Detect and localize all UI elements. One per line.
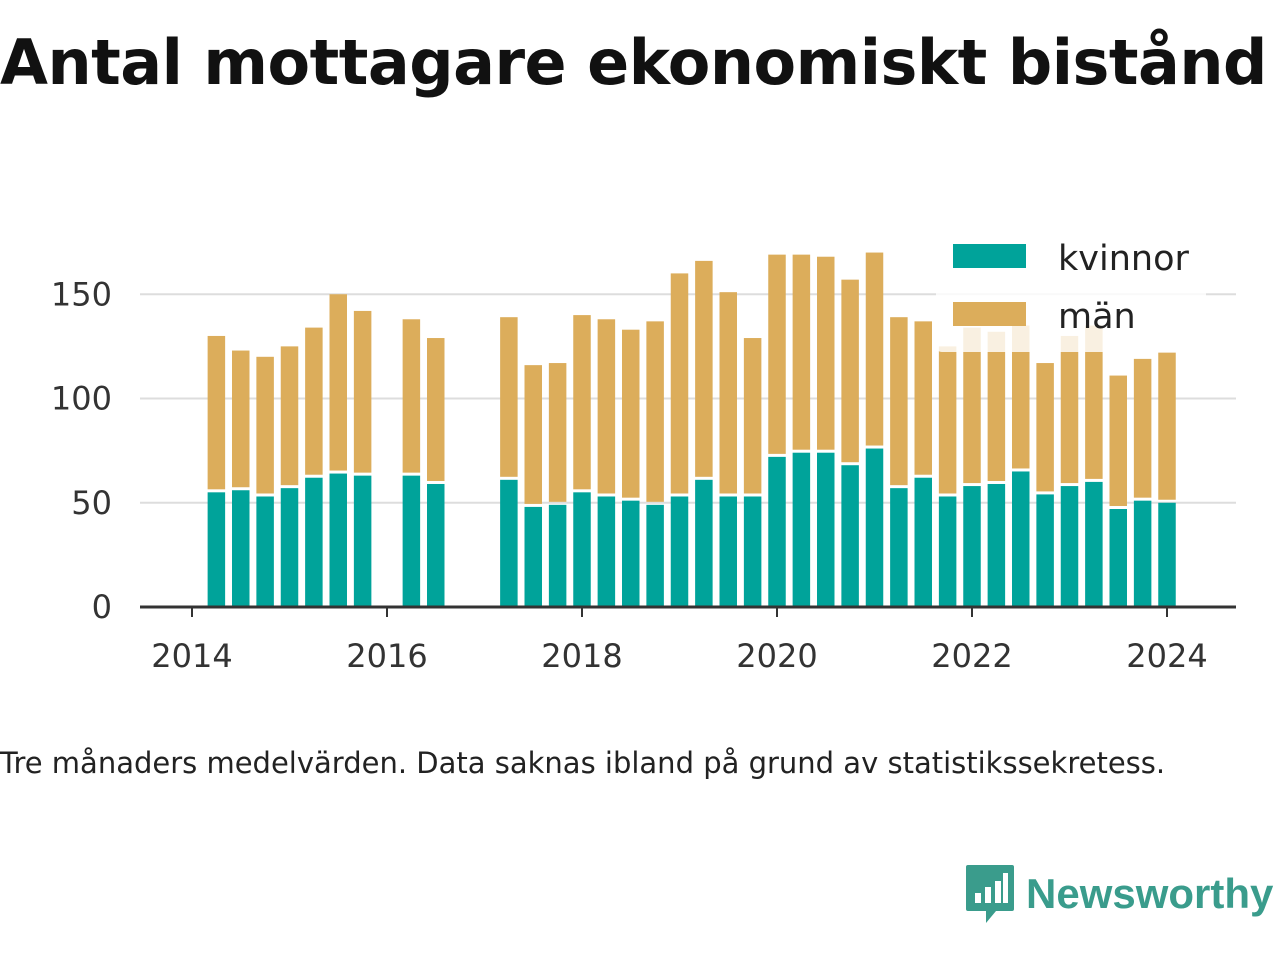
bar-kvinnor	[1109, 509, 1127, 607]
bars	[207, 252, 1176, 607]
bar-kvinnor	[817, 452, 835, 607]
bar-man	[1158, 352, 1176, 500]
bar-kvinnor	[353, 475, 372, 607]
bar-man	[890, 317, 908, 486]
bar-man	[1109, 375, 1127, 507]
bar-kvinnor	[743, 496, 762, 607]
bar-kvinnor	[1158, 502, 1176, 607]
bar-kvinnor	[938, 496, 957, 607]
bar-man	[597, 319, 616, 494]
bar-kvinnor	[500, 479, 518, 607]
bar-kvinnor	[548, 504, 567, 607]
bar-man	[1036, 363, 1054, 492]
bar-kvinnor	[524, 506, 542, 607]
legend: kvinnor män	[936, 228, 1206, 352]
bar-man	[743, 338, 762, 494]
bar-kvinnor	[792, 452, 811, 607]
bar-man	[963, 327, 981, 484]
bar-man	[1133, 358, 1152, 498]
bar-kvinnor	[865, 448, 884, 607]
bar-kvinnor	[670, 496, 689, 607]
bar-kvinnor	[573, 492, 591, 607]
axes: 0 50 100 150 2014 2016 2018 2020 2022 2024	[51, 275, 1236, 675]
legend-label: män	[1058, 297, 1136, 337]
bar-kvinnor	[890, 488, 908, 607]
bar-man	[353, 310, 372, 473]
bar-man	[548, 363, 567, 502]
bar-kvinnor	[1085, 481, 1103, 607]
bar-kvinnor	[305, 477, 323, 607]
bar-man	[232, 350, 250, 488]
bar-man	[938, 346, 957, 494]
y-tick-label: 150	[51, 275, 112, 313]
stacked-bar-chart: 0 50 100 150 2014 2016 2018 2020 2022 2024 kvinno…	[50, 228, 1236, 675]
bar-man	[207, 335, 226, 490]
chart-title: Antal mottagare ekonomiskt bistånd	[0, 26, 1267, 99]
y-tick-label: 100	[51, 380, 112, 418]
bar-man	[305, 327, 323, 475]
bar-man	[817, 256, 835, 450]
newsworthy-logo-icon	[966, 865, 1014, 923]
bar-kvinnor	[280, 488, 299, 607]
x-tick-label: 2020	[736, 637, 817, 675]
x-tick-label: 2014	[151, 637, 232, 675]
bar-man	[524, 365, 542, 504]
bar-man	[646, 321, 664, 502]
y-tick-label: 50	[71, 484, 112, 522]
bar-man	[329, 294, 347, 471]
bar-kvinnor	[597, 496, 616, 607]
bar-kvinnor	[695, 479, 713, 607]
bar-kvinnor	[207, 492, 226, 607]
bar-kvinnor	[987, 483, 1006, 607]
bar-kvinnor	[1036, 494, 1054, 607]
bar-kvinnor	[232, 490, 250, 607]
bar-man	[792, 254, 811, 450]
bar-kvinnor	[1133, 500, 1152, 607]
legend-label: kvinnor	[1058, 239, 1189, 279]
y-tick-label: 0	[92, 588, 112, 626]
x-tick-label: 2018	[541, 637, 622, 675]
bar-man	[719, 292, 737, 494]
bar-man	[865, 252, 884, 446]
bar-man	[768, 254, 786, 454]
bar-man	[1060, 335, 1079, 484]
x-tick-label: 2022	[931, 637, 1012, 675]
bar-kvinnor	[841, 465, 859, 607]
x-tick-label: 2016	[346, 637, 427, 675]
bar-man	[256, 356, 274, 494]
bar-man	[987, 331, 1006, 481]
bar-kvinnor	[719, 496, 737, 607]
bar-kvinnor	[256, 496, 274, 607]
bar-man	[500, 317, 518, 477]
bar-man	[1012, 325, 1030, 469]
bar-man	[670, 273, 689, 494]
legend-swatch	[953, 244, 1026, 268]
bar-man	[280, 346, 299, 486]
brand-logo: Newsworthy	[964, 862, 1273, 926]
bar-man	[402, 319, 421, 473]
bar-man	[841, 279, 859, 463]
bar-kvinnor	[646, 504, 664, 607]
legend-swatch	[953, 302, 1026, 326]
bar-man	[914, 321, 932, 475]
bar-kvinnor	[402, 475, 421, 607]
bar-kvinnor	[1060, 486, 1079, 607]
bar-kvinnor	[914, 477, 932, 607]
bar-kvinnor	[427, 483, 445, 607]
bar-man	[695, 260, 713, 477]
bar-man	[573, 315, 591, 490]
bar-kvinnor	[963, 486, 981, 607]
bar-kvinnor	[768, 456, 786, 607]
brand-name: Newsworthy	[1026, 870, 1274, 917]
bar-kvinnor	[1012, 471, 1030, 607]
x-tick-label: 2024	[1126, 637, 1207, 675]
bar-kvinnor	[622, 500, 640, 607]
bar-kvinnor	[329, 473, 347, 607]
bar-man	[427, 338, 445, 481]
bar-man	[1085, 325, 1103, 479]
bar-man	[622, 329, 640, 498]
chart-caption: Tre månaders medelvärden. Data saknas ib…	[0, 746, 1166, 780]
